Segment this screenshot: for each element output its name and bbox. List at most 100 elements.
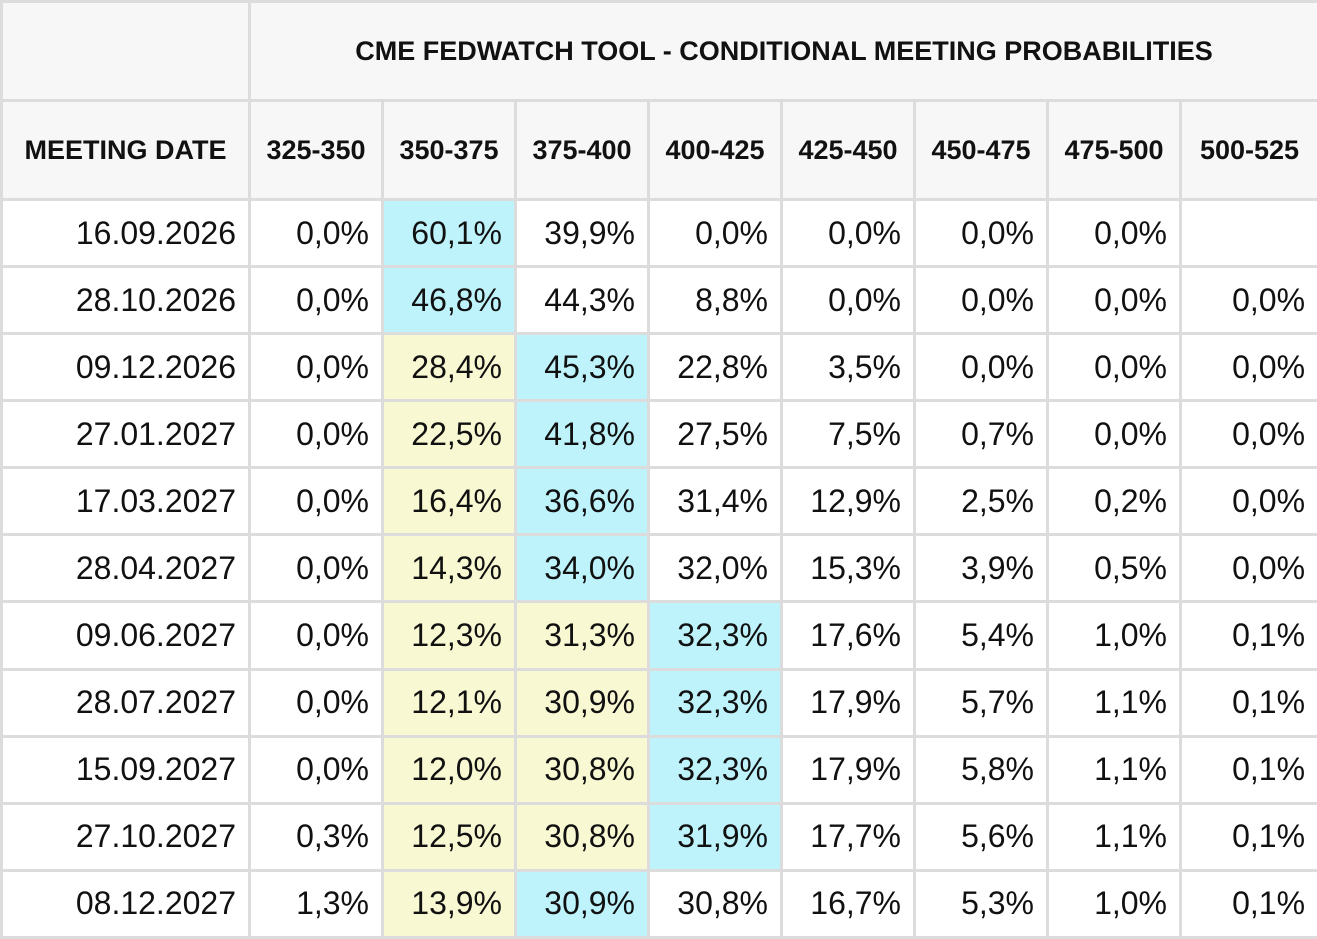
- probability-cell: 27,5%: [647, 399, 783, 470]
- probability-cell: 60,1%: [381, 197, 517, 269]
- probability-cell: 32,3%: [647, 667, 783, 738]
- probability-cell: 30,8%: [647, 868, 783, 939]
- probability-cell: 0,0%: [913, 265, 1049, 336]
- probability-cell: 34,0%: [514, 533, 650, 604]
- meeting-date-cell: 27.10.2027: [0, 801, 251, 872]
- probability-cell: 46,8%: [381, 265, 517, 336]
- probability-cell: 36,6%: [514, 466, 650, 537]
- meeting-date-cell: 28.04.2027: [0, 533, 251, 604]
- probability-cell: 0,1%: [1178, 801, 1317, 872]
- probability-cell: 12,1%: [381, 667, 517, 738]
- table-row: 28.07.2027 0,0% 12,1% 30,9% 32,3% 17,9% 5,7% 1,…: [0, 667, 1317, 738]
- probability-cell: 30,8%: [514, 801, 650, 872]
- probability-cell: 12,5%: [381, 801, 517, 872]
- table-row: 27.01.2027 0,0% 22,5% 41,8% 27,5% 7,5% 0,7% 0,0…: [0, 399, 1317, 470]
- probability-cell: 0,0%: [647, 197, 783, 269]
- probability-cell: 30,9%: [514, 667, 650, 738]
- probability-cell: 0,0%: [248, 399, 384, 470]
- probability-cell: 17,9%: [780, 734, 916, 805]
- probability-cell: 0,2%: [1046, 466, 1182, 537]
- probability-cell: 0,1%: [1178, 734, 1317, 805]
- probability-cell: 0,1%: [1178, 600, 1317, 671]
- probability-cell: 0,0%: [248, 533, 384, 604]
- probability-cell: 31,3%: [514, 600, 650, 671]
- column-header-350-375: 350-375: [381, 99, 517, 201]
- probability-cell: 32,3%: [647, 600, 783, 671]
- probability-cell: 0,0%: [1178, 466, 1317, 537]
- meeting-date-cell: 27.01.2027: [0, 399, 251, 470]
- probability-cell: 22,8%: [647, 332, 783, 403]
- probability-cell: 0,0%: [248, 466, 384, 537]
- probability-cell: 7,5%: [780, 399, 916, 470]
- column-header-375-400: 375-400: [514, 99, 650, 201]
- probability-cell: 0,1%: [1178, 868, 1317, 939]
- probability-cell: 0,0%: [780, 197, 916, 269]
- table-row: 08.12.2027 1,3% 13,9% 30,9% 30,8% 16,7% 5,3% 1,…: [0, 868, 1317, 939]
- probability-cell: 5,3%: [913, 868, 1049, 939]
- probability-cell: 0,0%: [1046, 399, 1182, 470]
- table-row: 28.10.2026 0,0% 46,8% 44,3% 8,8% 0,0% 0,0% 0,0%…: [0, 265, 1317, 336]
- probability-cell: 5,7%: [913, 667, 1049, 738]
- probability-cell: 17,9%: [780, 667, 916, 738]
- probability-cell: 0,0%: [1178, 265, 1317, 336]
- probability-cell: 0,0%: [913, 197, 1049, 269]
- column-header-500-525: 500-525: [1178, 99, 1317, 201]
- probability-cell: 30,8%: [514, 734, 650, 805]
- probability-cell: 0,5%: [1046, 533, 1182, 604]
- probability-cell: 5,8%: [913, 734, 1049, 805]
- meeting-date-cell: 17.03.2027: [0, 466, 251, 537]
- probability-cell: 28,4%: [381, 332, 517, 403]
- title-row: CME FEDWATCH TOOL - CONDITIONAL MEETING …: [0, 0, 1317, 102]
- probability-cell: 31,9%: [647, 801, 783, 872]
- probability-cell: 0,0%: [1178, 533, 1317, 604]
- probability-cell: 32,0%: [647, 533, 783, 604]
- probability-cell: 17,6%: [780, 600, 916, 671]
- probability-cell: 16,4%: [381, 466, 517, 537]
- probability-cell: 1,3%: [248, 868, 384, 939]
- probability-cell: 0,0%: [1046, 265, 1182, 336]
- probability-cell: 0,7%: [913, 399, 1049, 470]
- probability-cell: 32,3%: [647, 734, 783, 805]
- column-header-425-450: 425-450: [780, 99, 916, 201]
- probability-cell: 1,1%: [1046, 667, 1182, 738]
- meeting-date-header: MEETING DATE: [0, 99, 251, 201]
- probability-cell: 0,0%: [248, 265, 384, 336]
- probability-cell: 39,9%: [514, 197, 650, 269]
- probability-cell: 12,3%: [381, 600, 517, 671]
- probability-cell: 17,7%: [780, 801, 916, 872]
- column-header-450-475: 450-475: [913, 99, 1049, 201]
- column-header-row: MEETING DATE 325-350 350-375 375-400 400-42…: [0, 99, 1317, 201]
- probability-cell: [1178, 197, 1317, 269]
- probability-cell: 12,0%: [381, 734, 517, 805]
- probability-cell: 13,9%: [381, 868, 517, 939]
- probability-cell: 22,5%: [381, 399, 517, 470]
- column-header-325-350: 325-350: [248, 99, 384, 201]
- table-body: 16.09.2026 0,0% 60,1% 39,9% 0,0% 0,0% 0,0% 0,0%…: [0, 197, 1317, 939]
- probability-cell: 0,0%: [248, 197, 384, 269]
- probability-cell: 44,3%: [514, 265, 650, 336]
- probability-cell: 0,0%: [1178, 332, 1317, 403]
- probability-cell: 41,8%: [514, 399, 650, 470]
- probability-cell: 1,1%: [1046, 801, 1182, 872]
- probability-cell: 16,7%: [780, 868, 916, 939]
- table-row: 09.06.2027 0,0% 12,3% 31,3% 32,3% 17,6% 5,4% 1,…: [0, 600, 1317, 671]
- table-row: 15.09.2027 0,0% 12,0% 30,8% 32,3% 17,9% 5,8% 1,…: [0, 734, 1317, 805]
- probability-cell: 0,0%: [1046, 332, 1182, 403]
- meeting-date-cell: 09.06.2027: [0, 600, 251, 671]
- probability-cell: 0,3%: [248, 801, 384, 872]
- meeting-date-cell: 08.12.2027: [0, 868, 251, 939]
- probability-cell: 1,0%: [1046, 868, 1182, 939]
- probability-cell: 3,5%: [780, 332, 916, 403]
- meeting-date-cell: 28.07.2027: [0, 667, 251, 738]
- meeting-date-cell: 28.10.2026: [0, 265, 251, 336]
- probability-cell: 0,0%: [248, 734, 384, 805]
- probability-cell: 0,0%: [1178, 399, 1317, 470]
- probability-cell: 31,4%: [647, 466, 783, 537]
- table-row: 09.12.2026 0,0% 28,4% 45,3% 22,8% 3,5% 0,0% 0,0…: [0, 332, 1317, 403]
- probability-cell: 0,1%: [1178, 667, 1317, 738]
- column-header-400-425: 400-425: [647, 99, 783, 201]
- probability-cell: 0,0%: [913, 332, 1049, 403]
- corner-cell: [0, 0, 251, 102]
- table-row: 28.04.2027 0,0% 14,3% 34,0% 32,0% 15,3% 3,9% 0,…: [0, 533, 1317, 604]
